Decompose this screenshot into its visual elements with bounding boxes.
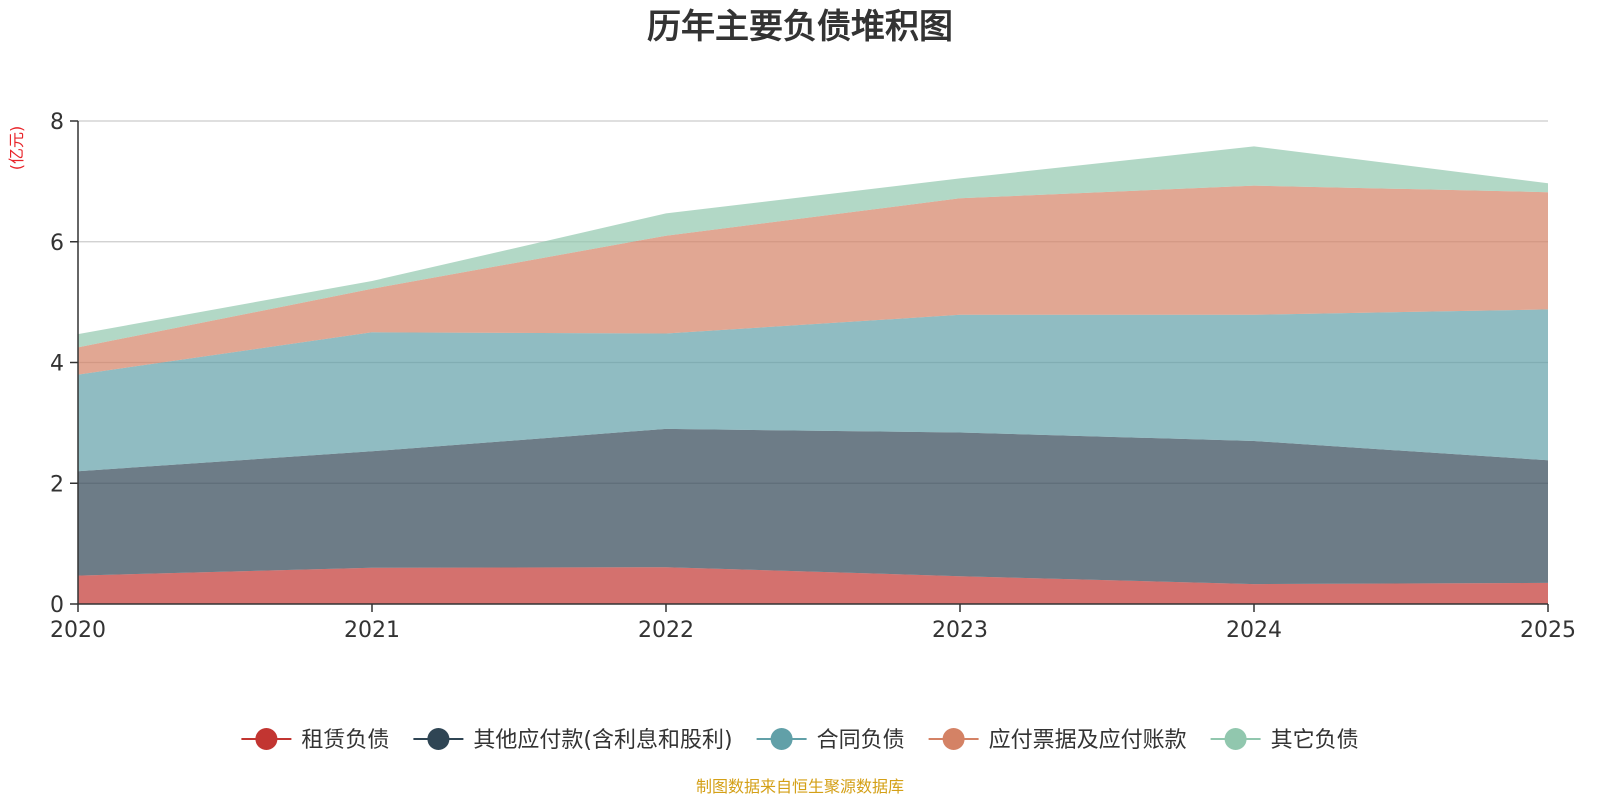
x-tick-label-2023: 2023 — [932, 618, 988, 643]
y-tick-label-6: 6 — [50, 231, 64, 256]
legend-marker-2 — [770, 728, 793, 750]
legend-item-4[interactable]: 其它负债 — [1210, 728, 1359, 753]
y-axis-unit-label: (亿元) — [7, 126, 26, 171]
legend-label-4: 其它负债 — [1271, 728, 1359, 753]
legend-item-1[interactable]: 其他应付款(含利息和股利) — [413, 728, 733, 753]
legend: 租赁负债 其他应付款(含利息和股利) 合同负债 应付票据及应付账款 其它负债 — [241, 728, 1359, 753]
legend-item-3[interactable]: 应付票据及应付账款 — [928, 728, 1187, 753]
x-tick-label-2022: 2022 — [638, 618, 694, 643]
y-tick-labels: 0 2 4 6 8 — [50, 110, 64, 618]
y-tick-label-8: 8 — [50, 110, 64, 135]
x-tick-label-2021: 2021 — [344, 618, 400, 643]
legend-label-0: 租赁负债 — [301, 728, 389, 753]
y-tick-label-2: 2 — [50, 472, 64, 497]
area-series — [78, 146, 1548, 604]
area-series-2 — [78, 309, 1548, 472]
area-series-4 — [78, 146, 1548, 348]
legend-marker-1 — [427, 728, 450, 750]
y-tick-label-0: 0 — [50, 593, 64, 618]
legend-label-1: 其他应付款(含利息和股利) — [473, 728, 732, 753]
area-series-3 — [78, 185, 1548, 375]
x-tick-label-2024: 2024 — [1226, 618, 1282, 643]
x-tick-labels: 2020 2021 2022 2023 2024 2025 — [50, 618, 1576, 643]
x-tick-label-2020: 2020 — [50, 618, 106, 643]
legend-marker-0 — [255, 728, 278, 750]
legend-marker-3 — [942, 728, 965, 750]
data-source-note: 制图数据来自恒生聚源数据库 — [696, 777, 904, 796]
legend-item-2[interactable]: 合同负债 — [756, 728, 905, 753]
axes — [70, 120, 1549, 612]
legend-label-2: 合同负债 — [817, 728, 905, 753]
area-series-0 — [78, 567, 1548, 604]
legend-item-0[interactable]: 租赁负债 — [241, 728, 389, 753]
chart-title: 历年主要负债堆积图 — [647, 7, 953, 47]
x-tick-label-2025: 2025 — [1520, 618, 1576, 643]
y-tick-label-4: 4 — [50, 352, 64, 377]
area-series-1 — [78, 428, 1548, 585]
legend-label-3: 应付票据及应付账款 — [989, 728, 1187, 753]
legend-marker-4 — [1224, 728, 1247, 750]
